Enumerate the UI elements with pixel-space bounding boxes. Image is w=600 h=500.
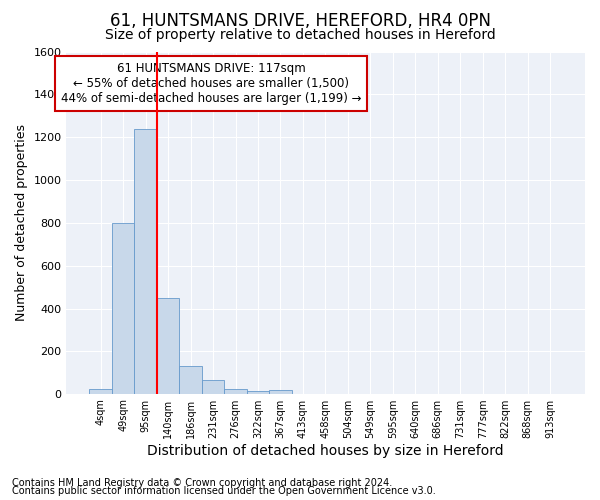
- Bar: [112, 223, 134, 394]
- Bar: [224, 389, 247, 394]
- Bar: [134, 128, 157, 394]
- Y-axis label: Number of detached properties: Number of detached properties: [15, 124, 28, 322]
- Bar: [179, 366, 202, 394]
- Text: Contains HM Land Registry data © Crown copyright and database right 2024.: Contains HM Land Registry data © Crown c…: [12, 478, 392, 488]
- Bar: [269, 390, 292, 394]
- Bar: [247, 391, 269, 394]
- Bar: [202, 380, 224, 394]
- X-axis label: Distribution of detached houses by size in Hereford: Distribution of detached houses by size …: [147, 444, 504, 458]
- Bar: [157, 298, 179, 394]
- Text: 61 HUNTSMANS DRIVE: 117sqm
← 55% of detached houses are smaller (1,500)
44% of s: 61 HUNTSMANS DRIVE: 117sqm ← 55% of deta…: [61, 62, 361, 105]
- Text: Size of property relative to detached houses in Hereford: Size of property relative to detached ho…: [104, 28, 496, 42]
- Text: Contains public sector information licensed under the Open Government Licence v3: Contains public sector information licen…: [12, 486, 436, 496]
- Bar: [89, 389, 112, 394]
- Text: 61, HUNTSMANS DRIVE, HEREFORD, HR4 0PN: 61, HUNTSMANS DRIVE, HEREFORD, HR4 0PN: [110, 12, 491, 30]
